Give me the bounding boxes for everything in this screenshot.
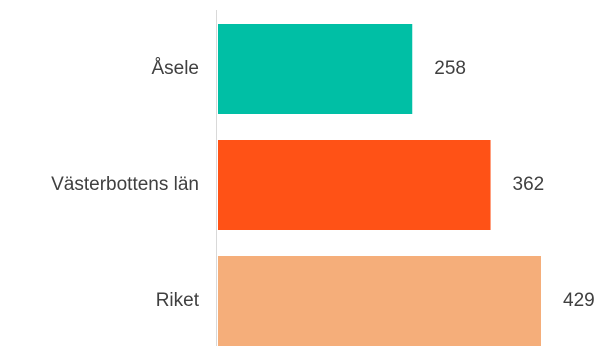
- data-label-0: 258: [434, 58, 466, 79]
- category-label-1: Västerbottens län: [51, 174, 199, 195]
- bar-0: [218, 24, 413, 114]
- bars-layer: Åsele 258 Västerbottens län 362 Riket 429: [51, 24, 595, 346]
- data-label-2: 429: [563, 290, 595, 311]
- bar-1: [218, 140, 491, 230]
- bar-2: [218, 256, 541, 346]
- category-label-0: Åsele: [151, 58, 199, 79]
- category-label-2: Riket: [156, 290, 200, 311]
- data-label-1: 362: [513, 174, 545, 195]
